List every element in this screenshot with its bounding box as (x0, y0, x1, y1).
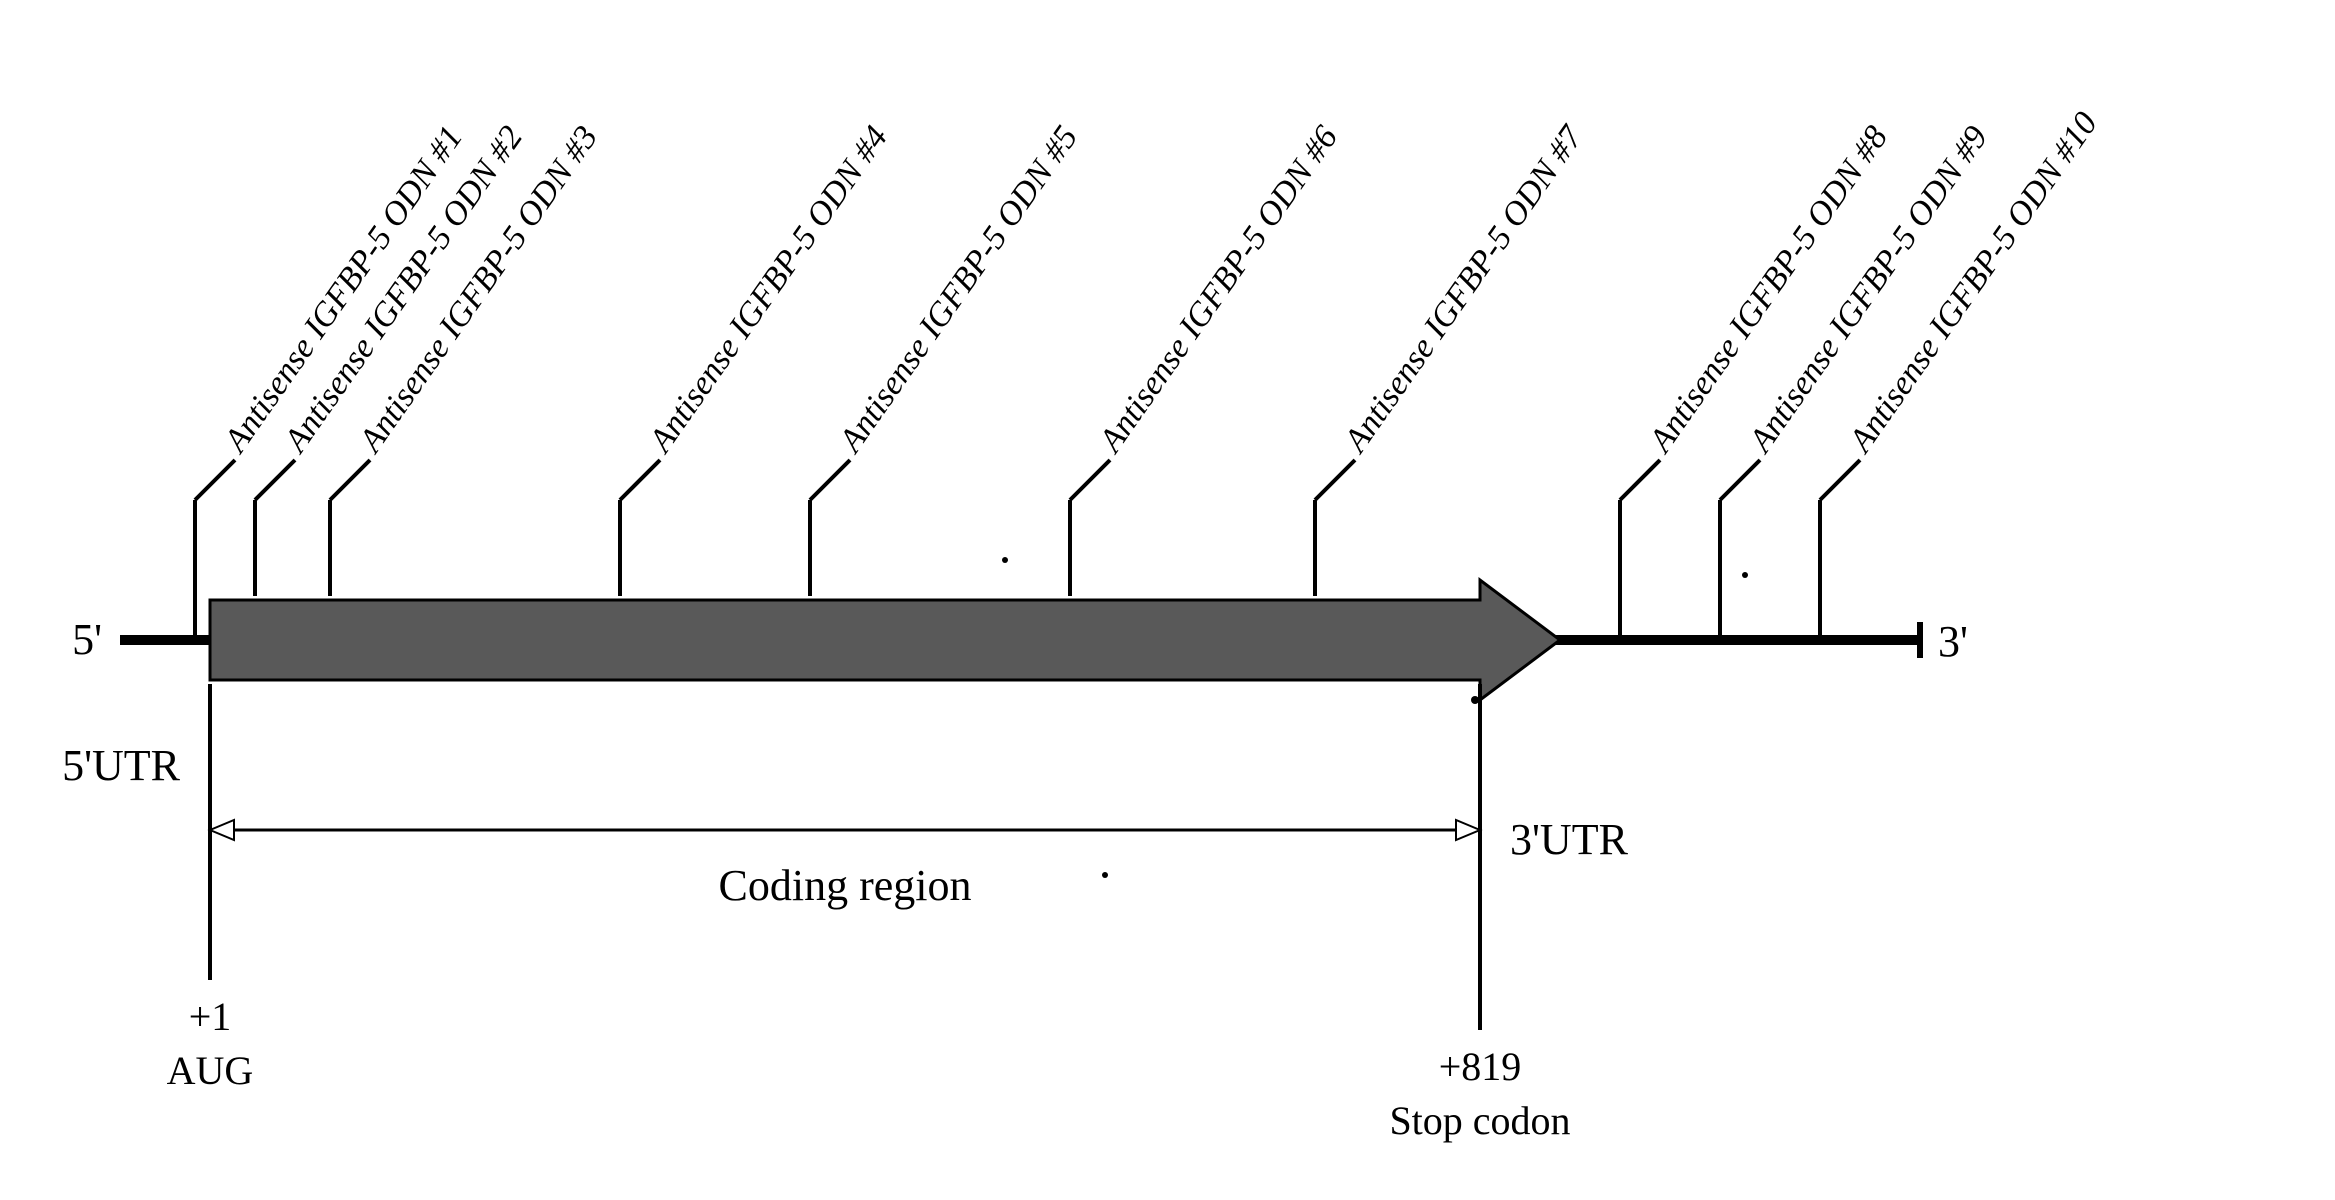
odn-leader (1070, 460, 1110, 500)
odn-leader (330, 460, 370, 500)
five-prime-label: 5' (72, 615, 102, 664)
odn-label-1: Antisense IGFBP-5 ODN #1 (216, 119, 470, 460)
stop-position-label: +819 (1439, 1044, 1522, 1089)
coding-span-right-arrowhead (1456, 820, 1480, 840)
three-prime-utr-label: 3'UTR (1510, 815, 1629, 864)
coding-region-label: Coding region (719, 861, 972, 910)
start-codon-label: AUG (167, 1048, 254, 1093)
start-position-label: +1 (189, 994, 232, 1039)
five-prime-utr-label: 5'UTR (62, 741, 181, 790)
odn-leader (1620, 460, 1660, 500)
stop-codon-label: Stop codon (1389, 1098, 1570, 1143)
odn-label-7: Antisense IGFBP-5 ODN #7 (1336, 118, 1591, 460)
artifact-dot (1102, 872, 1108, 878)
gene-map-diagram: Antisense IGFBP-5 ODN #1 Antisense IGFBP-… (0, 0, 2335, 1200)
odn-leader (1315, 460, 1355, 500)
odn-leader (810, 460, 850, 500)
coding-region-arrow (210, 580, 1560, 700)
artifact-dot (1002, 557, 1008, 563)
coding-span-left-arrowhead (210, 820, 234, 840)
artifact-dot (1471, 696, 1479, 704)
artifact-dot (1742, 572, 1748, 578)
odn-leader (620, 460, 660, 500)
three-prime-label: 3' (1938, 617, 1968, 666)
odn-leader (1820, 460, 1860, 500)
odn-leader (195, 460, 235, 500)
odn-label-6: Antisense IGFBP-5 ODN #6 (1091, 119, 1345, 460)
odn-leader (255, 460, 295, 500)
odn-leader (1720, 460, 1760, 500)
